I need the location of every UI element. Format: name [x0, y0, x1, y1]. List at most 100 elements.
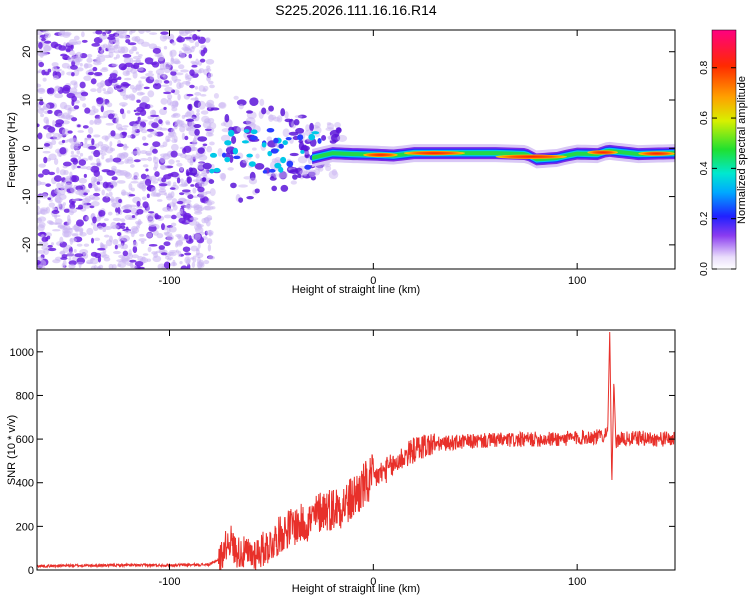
spectrogram-noise-blob	[137, 62, 144, 66]
spectrogram-peak-blob	[228, 129, 235, 137]
spectrogram-noise-blob	[104, 30, 109, 33]
spectrogram-noise-blob	[48, 202, 56, 208]
spectrogram-noise-blob	[62, 186, 68, 190]
spectrogram-noise-blob	[83, 63, 93, 69]
spectrogram-noise-blob	[163, 106, 167, 110]
spectrogram-noise-blob	[106, 44, 112, 48]
spectrogram-noise-blob	[138, 53, 143, 57]
y-tick-label: 10	[21, 94, 33, 106]
spectrogram-noise-blob	[47, 109, 53, 114]
spectrogram-noise-blob	[284, 118, 292, 123]
spectrogram-noise-blob	[65, 244, 72, 250]
spectrogram-noise-blob	[189, 167, 198, 176]
carrier-hot-segment	[363, 152, 398, 158]
spectrogram-noise-blob	[79, 152, 84, 157]
spectrogram-noise-blob	[236, 126, 242, 133]
spectrogram-noise-blob	[54, 93, 64, 99]
spectrogram-noise-blob	[96, 87, 102, 94]
spectrogram-noise-blob	[71, 117, 78, 122]
spectrogram-noise-blob	[184, 30, 193, 34]
spectrogram-noise-blob	[141, 196, 147, 201]
spectrogram-noise-blob	[123, 145, 129, 149]
spectrogram-noise-blob	[121, 235, 131, 242]
spectrogram-noise-blob	[93, 264, 98, 269]
spectrogram-noise-blob	[166, 98, 172, 106]
spectrogram-noise-blob	[149, 76, 155, 80]
spectrogram-noise-blob	[181, 114, 186, 119]
spectrogram-noise-blob	[120, 257, 129, 262]
spectrogram-noise-blob	[47, 244, 53, 248]
spectrogram-peak-blob	[268, 168, 276, 173]
spectrogram-noise-blob	[248, 177, 258, 185]
spectrogram-noise-blob	[325, 127, 335, 132]
spectrogram-peak-blob	[270, 148, 279, 154]
spectrogram-peak-blob	[213, 167, 221, 173]
spectrogram-noise-blob	[142, 201, 149, 209]
spectrogram-noise-blob	[37, 260, 41, 265]
spectrogram-noise-blob	[197, 136, 208, 142]
spectrogram-noise-blob	[184, 233, 189, 240]
spectrogram-noise-blob	[170, 69, 179, 72]
spectrogram-noise-blob	[90, 201, 100, 207]
spectrogram-noise-blob	[90, 162, 97, 166]
spectrogram-noise-blob	[45, 32, 51, 38]
spectrogram-noise-blob	[200, 262, 205, 268]
spectrogram-noise-blob	[144, 178, 152, 187]
spectrogram-noise-blob	[163, 174, 172, 180]
spectrogram-noise-blob	[146, 193, 150, 199]
spectrogram-noise-blob	[170, 70, 177, 76]
spectrogram-noise-blob	[197, 147, 205, 154]
spectrogram-noise-blob	[86, 57, 93, 63]
spectrogram-noise-blob	[51, 214, 61, 218]
spectrogram-noise-blob	[48, 153, 57, 161]
spectrogram-noise-blob	[44, 232, 52, 238]
spectrogram-peak-blob	[224, 140, 232, 146]
spectrogram-noise-blob	[116, 180, 126, 184]
spectrogram-noise-blob	[37, 205, 40, 211]
spectrogram-noise-blob	[37, 107, 45, 114]
spectrogram-noise-blob	[83, 173, 87, 178]
spectrogram-noise-blob	[38, 61, 45, 68]
spectrogram-noise-blob	[148, 223, 157, 228]
spectrogram-noise-blob	[179, 166, 184, 172]
spectrogram-noise-blob	[106, 102, 113, 108]
spectrogram-noise-blob	[204, 128, 212, 131]
spectrogram-noise-blob	[289, 152, 299, 157]
spectrogram-noise-blob	[191, 261, 196, 268]
spectrogram-noise-blob	[207, 232, 214, 236]
spectrogram-noise-blob	[282, 128, 290, 138]
spectrogram-noise-blob	[78, 189, 84, 197]
spectrogram-noise-blob	[62, 259, 67, 267]
spectrogram-noise-blob	[131, 254, 139, 259]
spectrogram-noise-blob	[141, 209, 149, 213]
spectrogram-noise-blob	[152, 148, 158, 154]
spectrogram-noise-blob	[130, 68, 138, 74]
spectrogram-noise-blob	[185, 75, 194, 80]
spectrogram-noise-blob	[66, 41, 72, 46]
spectrogram-noise-blob	[120, 151, 128, 159]
spectrogram-noise-blob	[132, 245, 138, 254]
spectrogram-noise-blob	[71, 232, 79, 236]
spectrogram-noise-blob	[248, 123, 257, 127]
spectrogram-noise-blob	[172, 113, 179, 116]
spectrogram-noise-blob	[42, 77, 47, 82]
spectrogram-noise-blob	[254, 163, 265, 170]
spectrogram-noise-blob	[251, 147, 257, 151]
x-tick-label: -100	[158, 576, 180, 588]
spectrogram-noise-blob	[195, 36, 201, 40]
spectrogram-peak-blob	[282, 140, 288, 146]
spectrogram-noise-blob	[189, 84, 195, 89]
spectrogram-noise-blob	[48, 87, 55, 94]
spectrogram-noise-blob	[43, 156, 48, 164]
spectrogram-noise-blob	[93, 71, 103, 76]
spectrogram-noise-blob	[51, 139, 57, 146]
spectrogram-noise-blob	[50, 242, 55, 246]
spectrogram-noise-blob	[131, 150, 140, 155]
spectrogram-noise-blob	[154, 214, 162, 220]
spectrogram-noise-blob	[168, 202, 176, 207]
spectrogram-noise-blob	[204, 205, 214, 211]
spectrogram-noise-blob	[85, 216, 90, 221]
spectrogram-noise-blob	[130, 164, 135, 168]
spectrogram-noise-blob	[170, 127, 175, 136]
spectrogram-noise-blob	[140, 129, 148, 134]
